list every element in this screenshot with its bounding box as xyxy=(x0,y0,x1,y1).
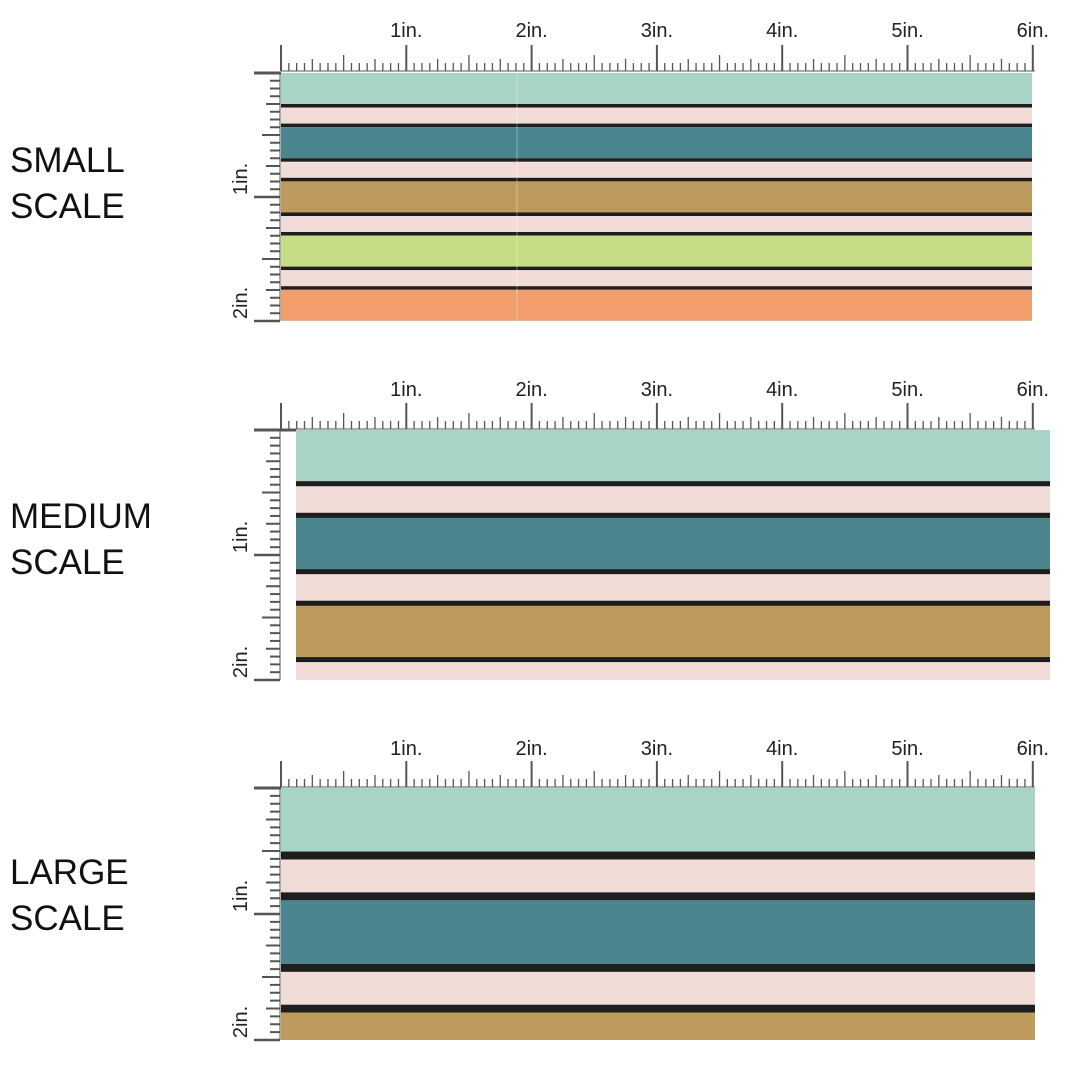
horizontal-ruler-label: 1in. xyxy=(390,379,422,401)
stripe-divider xyxy=(281,1004,1035,1013)
stripe-blush xyxy=(296,662,1050,680)
horizontal-ruler-label: 5in. xyxy=(891,379,923,401)
horizontal-ruler-label: 2in. xyxy=(515,379,547,401)
stripe-divider xyxy=(296,657,1050,663)
stripe-blush xyxy=(281,107,1032,124)
horizontal-ruler-label: 6in. xyxy=(1017,738,1049,760)
stripe-divider xyxy=(281,851,1035,860)
stripe-teal xyxy=(296,517,1050,570)
fabric-stripes xyxy=(281,73,1032,321)
medium-scale-label: MEDIUM SCALE xyxy=(10,494,152,585)
stripe-apricot xyxy=(281,289,1032,321)
horizontal-ruler-label: 1in. xyxy=(390,20,422,42)
horizontal-ruler-label: 2in. xyxy=(515,738,547,760)
stripe-divider xyxy=(281,177,1032,182)
large-scale-swatch: 1in. 2in. 3in. 4in. 5in. 6in. 1in. 2in. xyxy=(230,738,1049,1042)
stripe-divider xyxy=(296,569,1050,575)
vertical-ruler-label: 2in. xyxy=(230,646,252,678)
horizontal-ruler-label: 3in. xyxy=(641,738,673,760)
vertical-ruler: 1in. 2in. xyxy=(230,71,281,323)
horizontal-ruler: 1in. 2in. 3in. 4in. 5in. 6in. xyxy=(280,20,1049,72)
stripe-blush xyxy=(281,161,1032,178)
horizontal-ruler-label: 4in. xyxy=(766,20,798,42)
horizontal-ruler-label: 4in. xyxy=(766,738,798,760)
stripe-blush xyxy=(281,216,1032,232)
horizontal-ruler: 1in. 2in. 3in. 4in. 5in. 6in. xyxy=(280,379,1049,430)
stripe-divider xyxy=(281,212,1032,216)
stripe-divider xyxy=(281,123,1032,128)
stripe-divider xyxy=(281,286,1032,290)
stripe-divider xyxy=(281,963,1035,972)
small-scale-swatch: 1in. 2in. 3in. 4in. 5in. 6in. 1in. 2in. xyxy=(230,20,1049,323)
stripe-divider xyxy=(296,481,1050,487)
stripe-blush xyxy=(296,486,1050,513)
horizontal-ruler-label: 3in. xyxy=(641,379,673,401)
large-scale-label: LARGE SCALE xyxy=(10,850,129,941)
stripe-divider xyxy=(281,158,1032,162)
horizontal-ruler-label: 5in. xyxy=(891,20,923,42)
stripe-divider xyxy=(281,892,1035,901)
fabric-stripes xyxy=(296,430,1050,680)
stripe-teal xyxy=(281,127,1032,159)
horizontal-ruler-label: 6in. xyxy=(1017,379,1049,401)
vertical-ruler-label: 2in. xyxy=(230,1006,252,1038)
small-scale-label-line-1: SMALL xyxy=(10,141,125,180)
stripe-blush xyxy=(281,859,1035,893)
stripe-mint xyxy=(281,73,1032,104)
horizontal-ruler: 1in. 2in. 3in. 4in. 5in. 6in. xyxy=(280,738,1049,788)
horizontal-ruler-label: 4in. xyxy=(766,379,798,401)
stripe-blush xyxy=(281,971,1035,1005)
fabric-stripes xyxy=(281,788,1035,1040)
horizontal-ruler-label: 2in. xyxy=(515,20,547,42)
stripe-ochre xyxy=(281,181,1032,213)
horizontal-ruler-label: 3in. xyxy=(641,20,673,42)
vertical-ruler: 1in. 2in. xyxy=(230,786,281,1042)
stripe-lime xyxy=(281,235,1032,267)
stripe-mint xyxy=(281,788,1035,852)
stripe-mint xyxy=(296,430,1050,482)
stripe-divider xyxy=(296,600,1050,606)
vertical-ruler-label: 1in. xyxy=(230,521,252,553)
vertical-ruler-label: 1in. xyxy=(230,880,252,912)
small-scale-label: SMALL SCALE xyxy=(10,138,125,229)
vertical-ruler-label: 2in. xyxy=(230,287,252,319)
small-scale-label-line-2: SCALE xyxy=(10,186,125,226)
horizontal-ruler-label: 1in. xyxy=(390,738,422,760)
stripe-divider xyxy=(281,266,1032,271)
vertical-ruler-label: 1in. xyxy=(230,163,252,195)
stripe-blush xyxy=(281,270,1032,287)
stripe-blush xyxy=(296,574,1050,601)
stripe-ochre xyxy=(296,605,1050,658)
stripe-divider xyxy=(281,232,1032,236)
stripe-teal xyxy=(281,900,1035,964)
large-scale-label-line-1: LARGE xyxy=(10,853,129,892)
stripe-divider xyxy=(296,512,1050,518)
horizontal-ruler-label: 5in. xyxy=(891,738,923,760)
stripe-ochre xyxy=(281,1012,1035,1040)
horizontal-ruler-label: 6in. xyxy=(1017,20,1049,42)
medium-scale-swatch: 1in. 2in. 3in. 4in. 5in. 6in. 1in. 2in. xyxy=(230,379,1050,682)
vertical-ruler: 1in. 2in. xyxy=(230,428,281,682)
large-scale-label-line-2: SCALE xyxy=(10,898,125,938)
medium-scale-label-line-1: MEDIUM xyxy=(10,497,152,536)
medium-scale-label-line-2: SCALE xyxy=(10,542,125,582)
stripe-divider xyxy=(281,104,1032,108)
